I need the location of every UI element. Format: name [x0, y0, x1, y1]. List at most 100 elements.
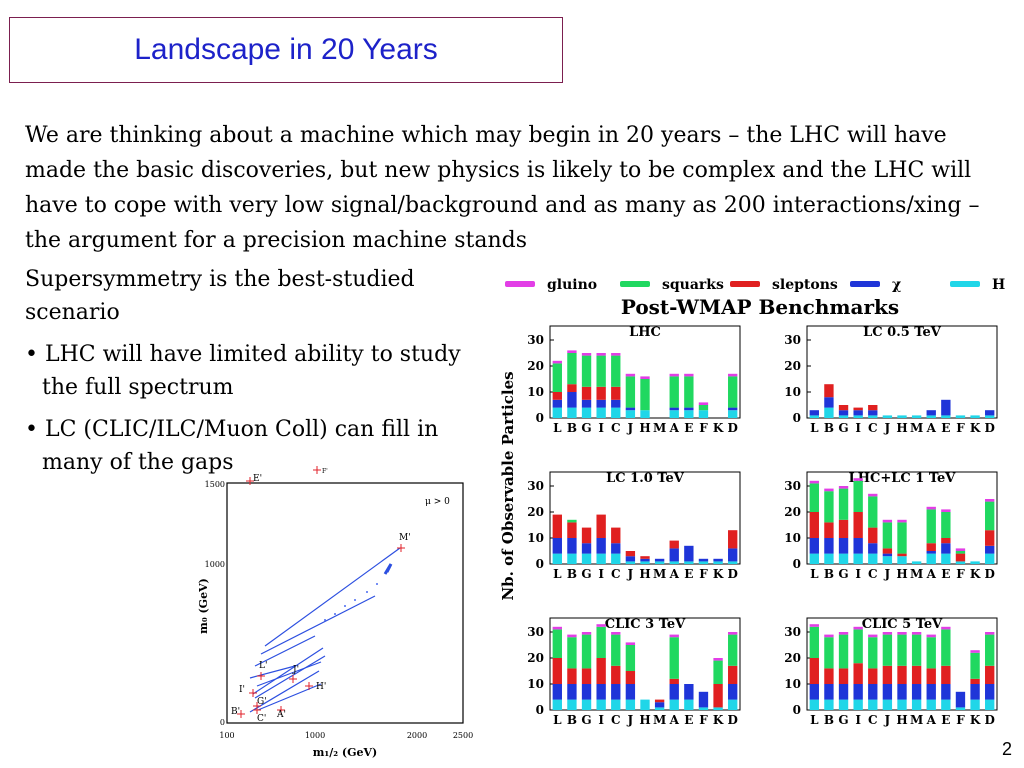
bar-segment-H [926, 553, 936, 564]
x-tick-label: M [910, 421, 923, 435]
bar-segment-H [698, 561, 709, 564]
bar-segment-chi [611, 543, 621, 554]
x-tick-label: C [611, 421, 621, 435]
bar-segment-squarks [853, 629, 863, 664]
bar-segment-sleptons [970, 678, 980, 684]
benchmark-markers [237, 466, 405, 718]
point-label-J: J' [292, 665, 299, 675]
bar-segment-chi [985, 545, 995, 554]
bar-segment-sleptons [611, 665, 621, 684]
x-tick-label: L [553, 421, 562, 435]
x-tick-label: K [970, 713, 981, 727]
bar-segment-chi [868, 543, 878, 554]
bar-segment-sleptons [955, 553, 966, 562]
bar-segment-H [985, 553, 995, 564]
y-tick-label: 10 [527, 385, 544, 399]
x-tick-label: J [627, 713, 634, 727]
bullet1-line2: the full spectrum [42, 375, 234, 400]
bar-segment-squarks [552, 363, 562, 392]
bar-segment-chi [567, 538, 577, 554]
bar-segment-chi [985, 684, 995, 700]
y-tick-label: 20 [527, 359, 544, 373]
bar-segment-chi [941, 399, 951, 416]
x-tick-label: K [713, 567, 724, 581]
bar-segment-chi [941, 684, 951, 700]
bar-segment-chi [684, 407, 694, 411]
bar-segment-sleptons [838, 405, 849, 411]
x-tick-label: H [639, 713, 650, 727]
bullet2-line2: many of the gaps [42, 450, 234, 475]
x-tick-label: I [855, 421, 861, 435]
bar-segment-gluino [581, 632, 592, 635]
x-tick-label: E [684, 713, 693, 727]
bar-segment-H [625, 410, 636, 418]
scan-xtick: 1000 [305, 731, 325, 740]
legend-swatch [850, 281, 880, 287]
x-tick-label: I [598, 421, 604, 435]
bar-segment-H [941, 415, 951, 418]
bar-segment-squarks [985, 501, 995, 531]
bar-segment-H [698, 707, 709, 710]
x-tick-label: D [727, 567, 737, 581]
bar-segment-H [824, 553, 834, 564]
bench-title: Post-WMAP Benchmarks [621, 295, 899, 319]
bar-segment-squarks [567, 353, 577, 385]
x-tick-label: H [896, 713, 907, 727]
bar-segment-chi [926, 410, 936, 416]
scan-xlabel: m₁/₂ (GeV) [313, 746, 377, 759]
point-label-H: H' [316, 682, 326, 692]
x-tick-label: H [639, 421, 650, 435]
point-label-M: M' [399, 533, 411, 543]
bar-segment-sleptons [853, 663, 863, 684]
bar-segment-gluino [824, 488, 834, 492]
bar-segment-squarks [640, 379, 650, 411]
bar-segment-sleptons [824, 384, 834, 398]
bar-segment-chi [669, 548, 679, 562]
y-tick-label: 0 [793, 703, 801, 717]
x-tick-label: D [984, 421, 994, 435]
y-tick-label: 10 [527, 531, 544, 545]
bar-segment-chi [853, 538, 863, 554]
bar-segment-sleptons [853, 407, 863, 411]
legend-label: squarks [662, 277, 724, 293]
y-tick-label: 10 [784, 385, 801, 399]
x-tick-label: D [727, 713, 737, 727]
bar-segment-H [955, 415, 966, 418]
bar-segment-H [567, 699, 577, 710]
point-label-A: A' [276, 710, 286, 720]
bar-segment-gluino [824, 634, 834, 638]
panel-title: CLIC 5 TeV [862, 617, 943, 632]
panel: LC 1.0 TeV 0 10 20 30 L B G I C J H M A E F K D [527, 471, 741, 581]
bar-segment-sleptons [567, 384, 577, 392]
x-tick-label: J [627, 567, 634, 581]
bar-segment-sleptons [868, 527, 878, 544]
bar-segment-chi [911, 684, 922, 700]
bar-segment-gluino [882, 519, 893, 523]
bar-segment-gluino [868, 493, 878, 497]
bar-segment-chi [853, 684, 863, 700]
bar-segment-H [824, 407, 834, 418]
bar-segment-H [911, 699, 922, 710]
bar-segment-chi [669, 684, 679, 700]
bar-segment-H [882, 699, 893, 710]
bar-segment-squarks [970, 652, 980, 679]
x-tick-label: D [984, 713, 994, 727]
bar-segment-H [669, 561, 679, 564]
panel-frame [549, 471, 741, 565]
scan-points [324, 583, 378, 621]
intro-paragraph: We are thinking about a machine which ma… [25, 123, 980, 253]
bar-segment-H [970, 415, 980, 418]
bar-segment-gluino [611, 353, 621, 356]
bar-segment-sleptons [640, 556, 650, 559]
x-tick-label: E [941, 421, 950, 435]
x-tick-label: J [884, 567, 891, 581]
x-tick-label: J [627, 421, 634, 435]
bar-segment-sleptons [581, 668, 592, 684]
msugra-scan-plot: m₀ (GeV) m₁/₂ (GeV) 1500 1000 0 100 1000… [197, 466, 473, 759]
bar-segment-chi [581, 684, 592, 700]
x-tick-label: F [956, 567, 965, 581]
bar-segment-H [868, 699, 878, 710]
bar-segment-gluino [853, 478, 863, 481]
bar-segment-chi [838, 684, 849, 700]
bar-segment-H [809, 415, 819, 418]
